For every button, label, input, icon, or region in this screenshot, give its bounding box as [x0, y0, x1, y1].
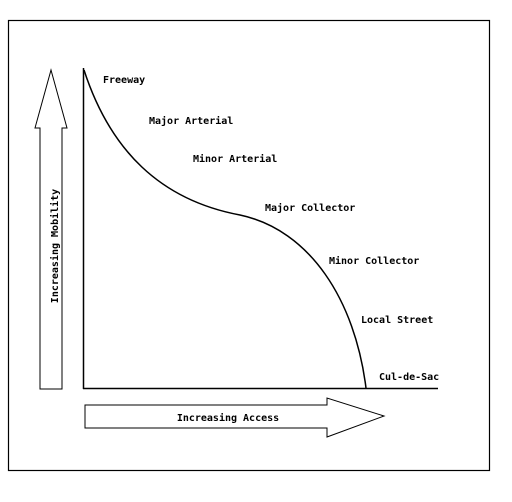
- outer-frame: [7, 19, 491, 472]
- label-freeway: Freeway: [103, 75, 145, 86]
- mobility-arrow-label: Increasing Mobility: [49, 189, 61, 303]
- mobility-arrow: [34, 68, 68, 390]
- access-arrow: [84, 397, 386, 438]
- access-arrow-label: Increasing Access: [177, 412, 279, 424]
- label-major-collector: Major Collector: [265, 202, 355, 214]
- label-local-street: Local Street: [361, 315, 433, 326]
- label-minor-arterial: Minor Arterial: [193, 153, 277, 165]
- label-minor-collector: Minor Collector: [329, 255, 419, 267]
- label-major-arterial: Major Arterial: [149, 115, 233, 127]
- label-cul-de-sac: Cul-de-Sac: [379, 372, 439, 383]
- mobility-access-curve: [83, 69, 367, 389]
